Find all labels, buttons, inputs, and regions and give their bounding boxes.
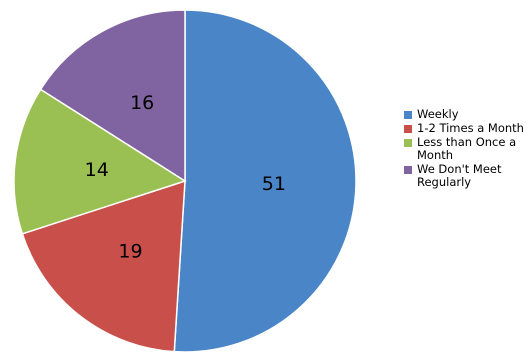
legend-swatch-1-2-times-a-month bbox=[404, 125, 412, 133]
pie-slice-1-2-times-a-month bbox=[21, 179, 186, 353]
legend-item-less-than-once-a-month: Less than Once a Month bbox=[404, 136, 531, 162]
legend-item-1-2-times-a-month: 1-2 Times a Month bbox=[404, 122, 531, 135]
pie-slice-we-dont-meet-regularly bbox=[39, 9, 186, 183]
legend-item-weekly: Weekly bbox=[404, 108, 531, 121]
legend-swatch-weekly bbox=[404, 111, 412, 119]
data-label-less-than-once-a-month: 14 bbox=[85, 159, 109, 181]
chart-legend: Weekly 1-2 Times a Month Less than Once … bbox=[404, 108, 531, 190]
legend-label-weekly: Weekly bbox=[417, 107, 459, 121]
legend-label-1-2-times-a-month: 1-2 Times a Month bbox=[417, 121, 524, 135]
data-label-we-dont-meet-regularly: 16 bbox=[130, 92, 154, 114]
data-label-weekly: 51 bbox=[262, 173, 286, 195]
legend-label-less-than-once-a-month: Less than Once a Month bbox=[417, 135, 517, 162]
legend-swatch-we-dont-meet-regularly bbox=[404, 166, 412, 174]
legend-item-we-dont-meet-regularly: We Don't Meet Regularly bbox=[404, 163, 531, 189]
legend-swatch-less-than-once-a-month bbox=[404, 139, 412, 147]
data-label-1-2-times-a-month: 19 bbox=[118, 240, 142, 262]
pie-slice-less-than-once-a-month bbox=[13, 88, 187, 235]
pie-slice-weekly bbox=[173, 9, 357, 353]
legend-label-we-dont-meet-regularly: We Don't Meet Regularly bbox=[417, 162, 502, 189]
